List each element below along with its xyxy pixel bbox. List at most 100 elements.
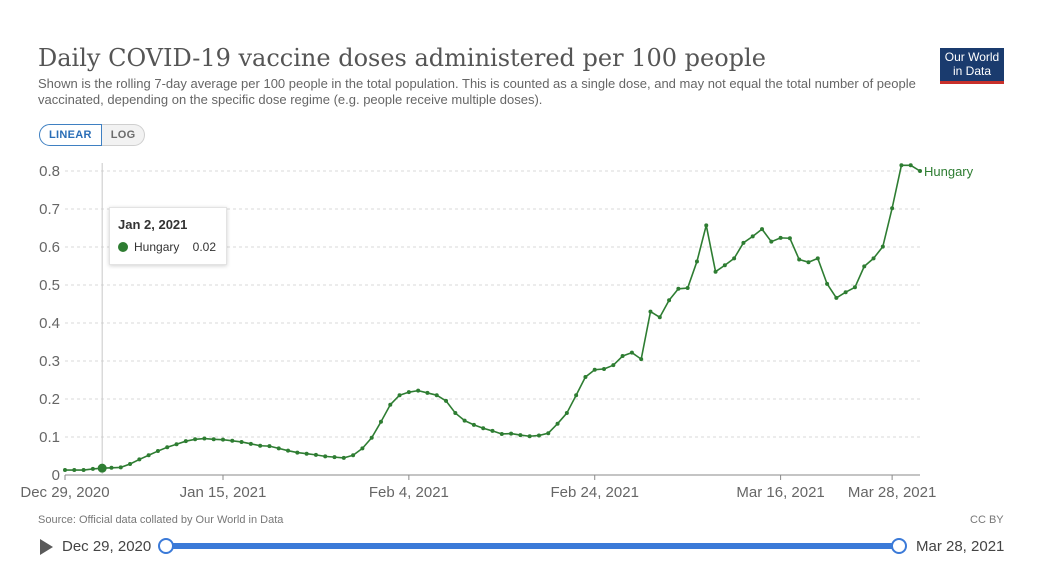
data-point <box>313 452 318 457</box>
data-point <box>444 398 449 403</box>
timeline-start-handle[interactable] <box>158 538 174 554</box>
data-point <box>704 223 709 228</box>
data-point <box>890 206 895 211</box>
data-point <box>509 431 514 436</box>
data-point <box>351 453 356 458</box>
data-point <box>871 256 876 261</box>
data-point <box>462 418 467 423</box>
data-point <box>620 354 625 359</box>
data-point <box>583 374 588 379</box>
data-point <box>276 446 281 451</box>
data-point <box>667 298 672 303</box>
data-point <box>843 290 848 295</box>
data-point <box>499 431 504 436</box>
y-axis-tick-labels: 0 0.1 0.2 0.3 0.4 0.5 0.6 0.7 0.8 <box>39 163 60 484</box>
logo-line-2: in Data <box>952 64 992 78</box>
data-point <box>536 433 541 438</box>
x-tick-label: Mar 28, 2021 <box>848 484 936 501</box>
data-point <box>406 390 411 395</box>
data-point <box>360 446 365 451</box>
data-point <box>128 461 133 466</box>
play-icon[interactable] <box>40 539 53 555</box>
timeline-end-handle[interactable] <box>891 538 907 554</box>
data-point <box>248 441 253 446</box>
y-tick-label: 0.5 <box>39 277 60 294</box>
series-hungary[interactable] <box>63 163 922 473</box>
data-point <box>657 315 662 320</box>
y-tick-label: 0.2 <box>39 391 60 408</box>
scale-toggle: LINEAR LOG <box>39 124 146 146</box>
linear-scale-button[interactable]: LINEAR <box>39 124 102 146</box>
data-point <box>732 256 737 261</box>
data-point <box>369 435 374 440</box>
data-point <box>918 169 922 173</box>
data-point <box>760 227 765 232</box>
data-point <box>880 244 885 249</box>
data-point <box>639 357 644 362</box>
data-point <box>109 465 114 470</box>
chart-title: Daily COVID-19 vaccine doses administere… <box>38 44 766 72</box>
data-point <box>258 443 263 448</box>
data-point <box>908 163 913 168</box>
data-point <box>806 260 811 265</box>
timeline-track[interactable] <box>166 543 899 549</box>
timeline-start-label: Dec 29, 2020 <box>62 538 152 555</box>
data-point <box>676 286 681 291</box>
owid-logo[interactable]: Our World in Data <box>940 48 1004 84</box>
y-tick-label: 0.3 <box>39 353 60 370</box>
data-point <box>899 163 904 168</box>
chart-subtitle: Shown is the rolling 7-day average per 1… <box>38 76 916 107</box>
data-point <box>471 422 476 427</box>
x-tick-label: Feb 24, 2021 <box>551 484 639 501</box>
data-point <box>220 437 225 442</box>
data-point <box>90 466 95 471</box>
data-point <box>862 264 867 269</box>
data-point <box>750 234 755 239</box>
data-point <box>629 350 634 355</box>
y-tick-label: 0.6 <box>39 239 60 256</box>
data-point <box>286 448 291 453</box>
data-point <box>602 366 607 371</box>
data-point <box>137 457 142 462</box>
data-point <box>834 295 839 300</box>
data-point <box>416 388 421 393</box>
data-point <box>555 421 560 426</box>
data-point <box>769 239 774 244</box>
data-point <box>611 363 616 368</box>
data-point <box>295 450 300 455</box>
x-tick-label: Dec 29, 2020 <box>20 484 109 501</box>
data-point <box>453 411 458 416</box>
source-note[interactable]: Source: Official data collated by Our Wo… <box>38 514 284 526</box>
data-point <box>155 449 160 454</box>
data-point <box>694 259 699 264</box>
data-point <box>239 439 244 444</box>
series-labels: Hungary <box>924 164 974 179</box>
data-point <box>323 454 328 459</box>
data-point <box>825 281 830 286</box>
data-point <box>146 453 151 458</box>
log-scale-button[interactable]: LOG <box>101 124 146 146</box>
data-point <box>174 442 179 447</box>
data-point <box>118 465 123 470</box>
data-point <box>797 257 802 262</box>
data-point <box>397 393 402 398</box>
data-point <box>211 437 216 442</box>
series-label-hungary: Hungary <box>924 164 974 179</box>
license-link[interactable]: CC BY <box>970 514 1004 526</box>
data-point <box>332 455 337 460</box>
data-point <box>165 445 170 450</box>
data-point <box>685 286 690 291</box>
tooltip-date: Jan 2, 2021 <box>118 217 188 232</box>
y-tick-label: 0 <box>52 467 60 484</box>
data-point <box>425 390 430 395</box>
tooltip-row: Hungary 0.02 <box>118 240 218 254</box>
x-axis-tick-labels: Dec 29, 2020 Jan 15, 2021 Feb 4, 2021 Feb 2… <box>20 475 936 501</box>
data-point <box>852 285 857 290</box>
tooltip-value: 0.02 <box>192 240 216 254</box>
data-point <box>564 411 569 416</box>
data-point <box>518 433 523 438</box>
series-color-dot-icon <box>118 242 128 252</box>
tooltip-series-name: Hungary <box>134 240 180 254</box>
grid-lines <box>65 170 920 476</box>
highlighted-point <box>97 463 107 473</box>
